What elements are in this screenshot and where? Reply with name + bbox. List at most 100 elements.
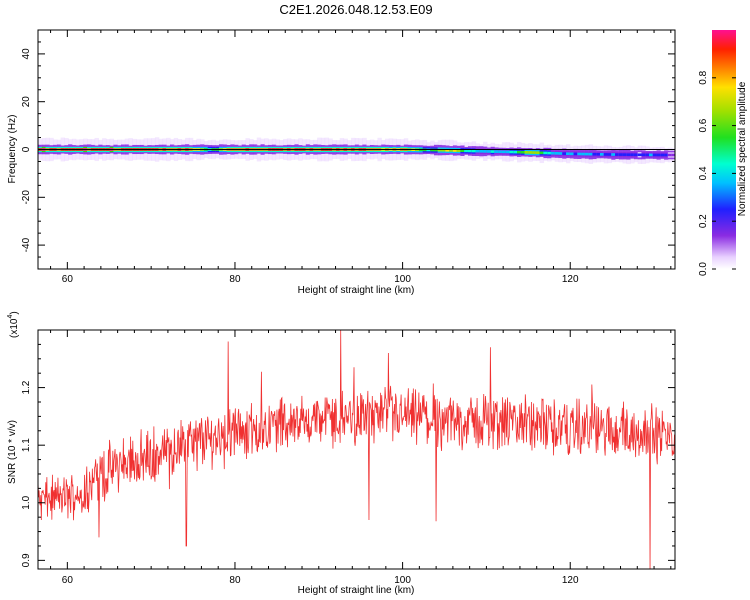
snr-xtick-label: 100 bbox=[394, 575, 411, 586]
spectrogram-xtick-label: 120 bbox=[562, 274, 579, 285]
spectrogram-cell bbox=[652, 153, 658, 157]
snr-xtick-label: 120 bbox=[562, 575, 579, 586]
spectrogram-ylabel: Frequency (Hz) bbox=[7, 115, 18, 184]
colorbar-tick-label: 0.8 bbox=[698, 70, 709, 84]
spectrogram-cell bbox=[607, 153, 612, 156]
spectrogram-cell bbox=[505, 150, 511, 154]
spectrogram-cell bbox=[467, 149, 473, 153]
spectrogram-ytick-label: 0 bbox=[21, 146, 32, 152]
spectrogram-cell bbox=[592, 152, 597, 156]
spectrogram-cell bbox=[664, 153, 669, 157]
snr-ticks: 60 80 100 120 1.2 1.1 1.0 0.9 bbox=[21, 329, 675, 586]
spectrogram-cell bbox=[445, 148, 450, 152]
spectrogram-cell bbox=[456, 149, 462, 152]
snr-ylabel: SNR (10 * v/v) bbox=[7, 420, 18, 484]
spectrogram-cell bbox=[430, 148, 435, 152]
colorbar-ticks: 0.0 0.2 0.4 0.6 0.8 bbox=[698, 70, 736, 276]
spectrogram-cell bbox=[588, 152, 594, 156]
spectrogram-cell bbox=[524, 151, 529, 154]
spectrogram-cell bbox=[452, 149, 458, 152]
spectrogram-cell bbox=[603, 153, 609, 156]
spectrogram-cell bbox=[475, 149, 480, 153]
spectrogram-cell bbox=[599, 153, 605, 156]
colorbar-tick-label: 0.0 bbox=[698, 262, 709, 276]
spectrogram-band bbox=[38, 137, 675, 165]
spectrogram-cell bbox=[573, 152, 578, 156]
spectrogram-cell bbox=[649, 153, 654, 157]
spectrogram-cell bbox=[434, 148, 439, 152]
spectrogram-cell bbox=[584, 152, 590, 156]
spectrogram-cell bbox=[437, 148, 443, 152]
snr-frame bbox=[37, 329, 676, 570]
snr-series-line bbox=[38, 330, 675, 569]
spectrogram-cell bbox=[441, 148, 446, 152]
spectrogram-cell bbox=[449, 149, 454, 152]
snr-xtick-label: 60 bbox=[62, 575, 74, 586]
spectrogram-ytick-label: 40 bbox=[21, 48, 32, 60]
spectrogram-cell bbox=[532, 151, 537, 154]
figure-title: C2E1.2026.048.12.53.E09 bbox=[279, 2, 432, 17]
snr-scale-prefix: (x10 bbox=[9, 318, 20, 338]
spectrogram-cell bbox=[479, 149, 484, 153]
spectrogram-cell bbox=[656, 153, 661, 157]
spectrogram-cell bbox=[528, 151, 533, 154]
spectrogram-ytick-label: -20 bbox=[21, 190, 32, 205]
spectrogram-cell bbox=[554, 152, 560, 155]
snr-ytick-label: 1.1 bbox=[21, 438, 32, 452]
spectrogram-cell bbox=[543, 151, 548, 155]
spectrogram-cell bbox=[558, 152, 563, 155]
snr-ytick-label: 1.0 bbox=[21, 495, 32, 509]
spectrogram-cell bbox=[566, 152, 571, 156]
spectrogram-ticks: 60 80 100 120 40 20 0 -20 -40 bbox=[21, 29, 675, 285]
spectrogram-cell bbox=[539, 151, 545, 155]
spectrogram-xlabel: Height of straight line (km) bbox=[298, 285, 415, 296]
spectrogram-cell bbox=[581, 152, 586, 156]
spectrogram-cell bbox=[618, 153, 624, 156]
snr-panel: 60 80 100 120 1.2 1.1 1.0 0.9 Height of straigh… bbox=[7, 311, 676, 596]
spectrogram-cell bbox=[615, 153, 620, 156]
spectrogram-cell bbox=[494, 150, 499, 153]
spectrogram-cell bbox=[498, 150, 503, 154]
spectrogram-cell bbox=[645, 153, 650, 157]
spectrogram-cell bbox=[611, 153, 616, 156]
snr-xtick-label: 80 bbox=[229, 575, 241, 586]
spectrogram-cell bbox=[569, 152, 575, 156]
colorbar-label: Normalized spectral amplitude bbox=[737, 81, 748, 216]
spectrogram-cell bbox=[471, 149, 477, 153]
snr-scale-exponent: 4 bbox=[7, 315, 14, 319]
spectrogram-cell bbox=[622, 153, 627, 156]
spectrogram-cell bbox=[626, 153, 631, 156]
snr-ytick-label: 0.9 bbox=[21, 553, 32, 567]
spectrogram-cell bbox=[509, 150, 514, 154]
snr-xlabel: Height of straight line (km) bbox=[298, 585, 415, 596]
spectrogram-cell bbox=[535, 151, 541, 155]
spectrogram-cell bbox=[520, 150, 526, 154]
spectrogram-cell bbox=[501, 150, 507, 154]
spectrogram-cell bbox=[667, 153, 673, 157]
colorbar-tick-label: 0.2 bbox=[698, 214, 709, 228]
spectrogram-cell bbox=[660, 153, 665, 157]
spectrogram-panel: 60 80 100 120 40 20 0 -20 -40 Height of straight… bbox=[7, 29, 676, 296]
spectrogram-cell bbox=[671, 153, 675, 157]
spectrogram-cell bbox=[513, 150, 518, 154]
spectrogram-cell bbox=[630, 153, 635, 157]
colorbar-tick-label: 0.4 bbox=[698, 166, 709, 180]
spectrogram-cell bbox=[547, 151, 552, 155]
colorbar-gradient bbox=[712, 30, 736, 269]
spectrogram-cell bbox=[562, 152, 567, 155]
spectrogram-xtick-label: 60 bbox=[62, 274, 74, 285]
snr-scale-close: ) bbox=[9, 311, 20, 314]
spectrogram-ytick-label: -40 bbox=[21, 237, 32, 252]
spectrogram-xtick-label: 100 bbox=[394, 274, 411, 285]
spectrogram-cell bbox=[637, 153, 643, 157]
spectrogram-cell bbox=[490, 150, 495, 153]
snr-ytick-label: 1.2 bbox=[21, 380, 32, 394]
spectrogram-xtick-label: 80 bbox=[229, 274, 241, 285]
spectrogram-cell bbox=[577, 152, 582, 156]
spectrogram-cell bbox=[483, 150, 488, 153]
spectrogram-cell bbox=[464, 149, 469, 153]
spectrogram-cell bbox=[641, 153, 646, 157]
colorbar: 0.0 0.2 0.4 0.6 0.8 Normalized spectral ampl… bbox=[698, 30, 748, 276]
spectrogram-cell bbox=[460, 149, 465, 153]
spectrogram-ytick-label: 20 bbox=[21, 96, 32, 108]
